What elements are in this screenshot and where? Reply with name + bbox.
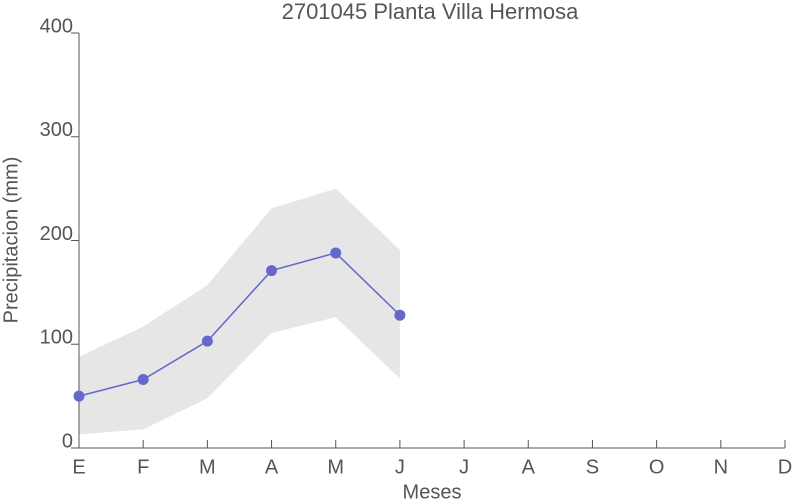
y-axis-label: Precipitacion (mm): [0, 157, 22, 324]
x-tick-label: M: [199, 456, 216, 478]
point: [73, 390, 85, 402]
point: [137, 374, 149, 386]
line: [78, 252, 401, 397]
x-tick-label: D: [778, 456, 792, 478]
point: [201, 335, 213, 347]
x-axis-label: Meses: [403, 481, 462, 503]
y-tick-label: 200: [40, 223, 73, 245]
point: [330, 247, 342, 259]
y-tick-label: 100: [40, 327, 73, 349]
band: [79, 188, 400, 435]
point: [394, 309, 406, 321]
x-tick-label: O: [649, 456, 665, 478]
x-tick-label: F: [137, 456, 149, 478]
x-tick-label: A: [265, 456, 279, 478]
x-tick-label: S: [586, 456, 599, 478]
y-tick-label: 300: [40, 119, 73, 141]
x-tick-label: J: [459, 456, 469, 478]
x-tick-label: E: [72, 456, 85, 478]
y-tick-label: 0: [62, 430, 73, 452]
chart-title: 2701045 Planta Villa Hermosa: [282, 0, 580, 24]
x-tick-label: A: [522, 456, 536, 478]
x-tick-label: J: [395, 456, 405, 478]
x-tick-label: M: [327, 456, 344, 478]
x-tick-label: N: [714, 456, 728, 478]
y-tick-label: 400: [40, 15, 73, 37]
point: [266, 265, 278, 277]
